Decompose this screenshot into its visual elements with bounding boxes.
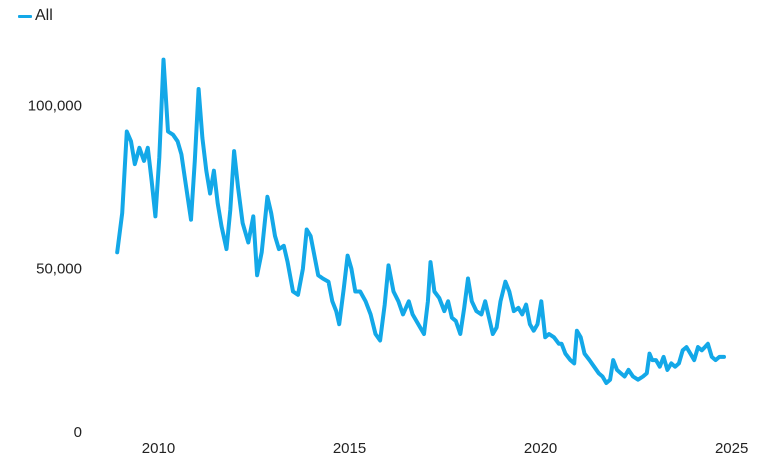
- x-tick-label: 2025: [715, 440, 748, 457]
- y-tick-label: 50,000: [36, 261, 82, 278]
- x-tick-label: 2020: [524, 440, 557, 457]
- legend-label-all: All: [35, 7, 53, 24]
- legend-swatch: [18, 14, 32, 18]
- legend: All: [18, 7, 53, 25]
- y-tick-label: 0: [74, 424, 82, 441]
- series-line-all: [115, 57, 726, 385]
- x-tick-label: 2010: [142, 440, 175, 457]
- y-tick-label: 100,000: [28, 97, 82, 114]
- x-tick-label: 2015: [333, 440, 366, 457]
